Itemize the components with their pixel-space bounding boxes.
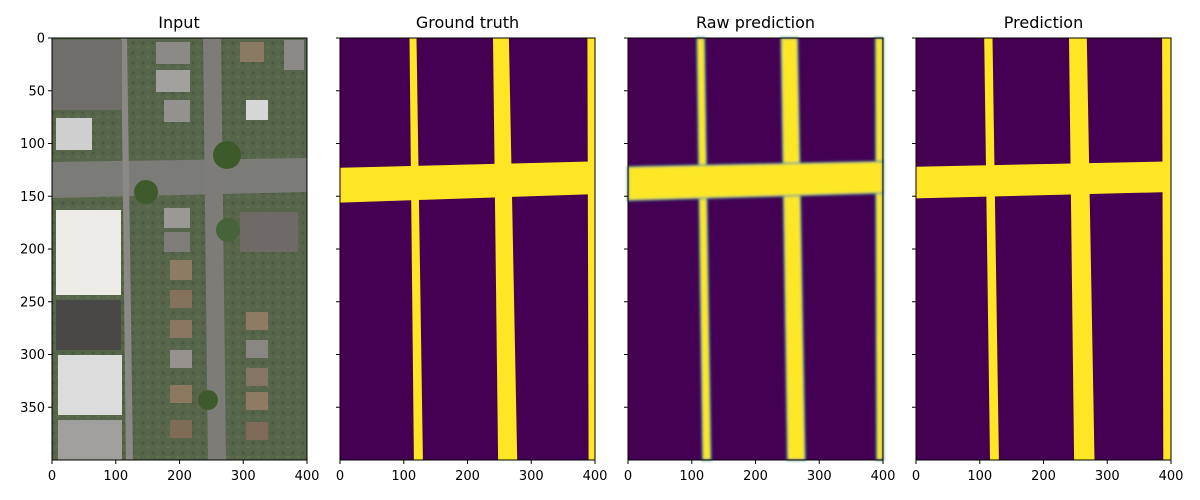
road-vertical [1069, 38, 1095, 460]
road-regions [340, 38, 595, 460]
x-tick-label: 300 [807, 469, 832, 484]
x-tick-label: 100 [391, 469, 416, 484]
y-tick-label: 0 [37, 32, 45, 47]
panel-prediction: Prediction [915, 13, 1172, 461]
x-tick-label: 200 [1031, 469, 1056, 484]
axis-ticks: 0 100 200 300 400 0 50 100 150 200 250 300 350 0 100 20… [20, 32, 1183, 485]
panel-input: Input [51, 13, 308, 461]
road-horizontal [340, 161, 595, 203]
road-vertical [587, 38, 595, 460]
panel-ground-truth: Ground truth [339, 13, 596, 461]
x-tick-label: 100 [679, 469, 704, 484]
x-tick-label: 100 [103, 469, 128, 484]
x-tick-label: 400 [295, 469, 320, 484]
x-tick-label: 200 [743, 469, 768, 484]
panel-title: Input [158, 13, 199, 32]
x-tick-label: 400 [871, 469, 896, 484]
y-tick-label: 350 [20, 401, 45, 416]
road-horizontal [627, 160, 884, 202]
panel-title: Raw prediction [696, 13, 815, 32]
road-vertical [493, 38, 518, 460]
panel-title: Ground truth [416, 13, 519, 32]
x-tick-label: 400 [583, 469, 608, 484]
x-tick-label: 100 [967, 469, 992, 484]
x-tick-label: 200 [167, 469, 192, 484]
road-horizontal [916, 161, 1171, 199]
x-tick-label: 0 [48, 469, 56, 484]
road-regions [627, 37, 884, 461]
y-tick-label: 300 [20, 348, 45, 363]
background-region [628, 38, 883, 460]
mask-panels: Ground truth Raw prediction Prediction [339, 13, 1172, 461]
background-region [916, 38, 1171, 460]
road-regions [916, 38, 1171, 460]
y-tick-label: 200 [20, 243, 45, 258]
road-vertical [409, 38, 423, 460]
x-tick-label: 300 [1095, 469, 1120, 484]
x-tick-label: 0 [624, 469, 632, 484]
road-vertical [984, 38, 999, 460]
x-tick-label: 0 [336, 469, 344, 484]
road-vertical [1162, 38, 1171, 460]
x-tick-label: 300 [519, 469, 544, 484]
x-tick-label: 400 [1159, 469, 1184, 484]
x-tick-label: 200 [455, 469, 480, 484]
y-tick-label: 250 [20, 295, 45, 310]
panel-raw-prediction: Raw prediction [627, 13, 884, 461]
aerial-photo [52, 38, 307, 460]
y-tick-label: 150 [20, 190, 45, 205]
road-vertical [874, 37, 884, 461]
x-tick-label: 300 [231, 469, 256, 484]
y-tick-label: 100 [20, 137, 45, 152]
x-tick-label: 0 [912, 469, 920, 484]
y-tick-label: 50 [28, 84, 45, 99]
background-region [340, 38, 595, 460]
panel-title: Prediction [1004, 13, 1083, 32]
